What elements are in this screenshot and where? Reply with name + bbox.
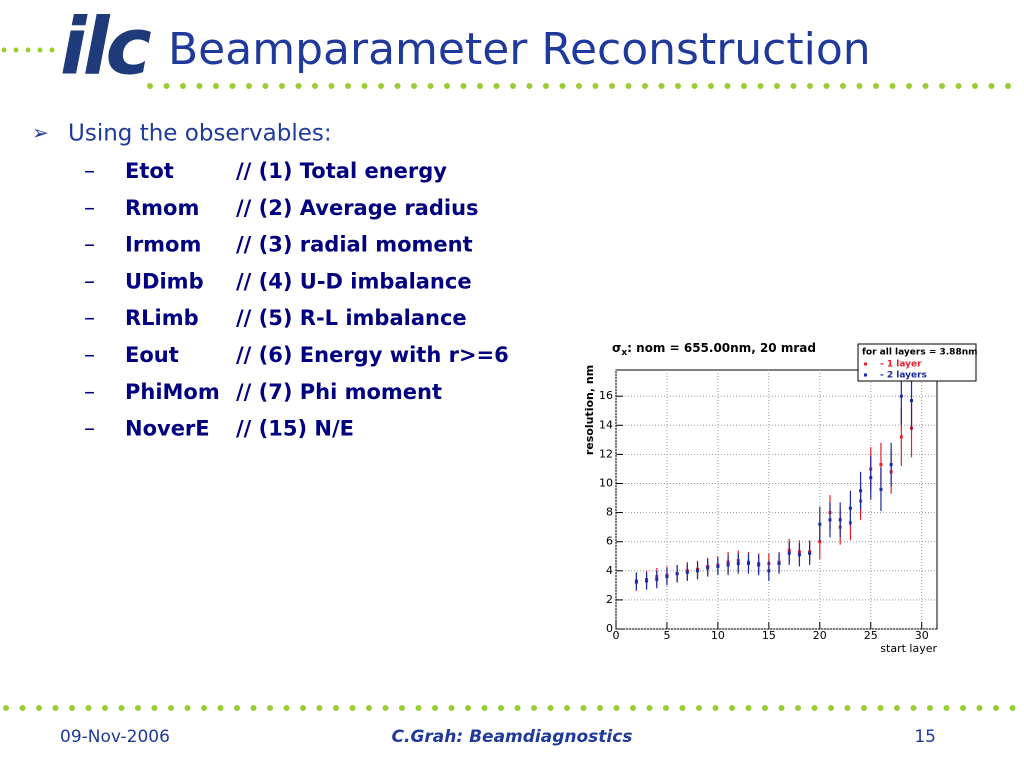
y-axis-label: resolution, nm [583,365,596,455]
point [910,399,914,403]
point [696,569,700,573]
item-name: NoverE [125,417,210,441]
point [757,563,761,567]
item-comment: // (15) N/E [236,417,354,441]
legend-label: - 2 layers [880,371,927,381]
point [665,575,669,579]
legend-title: for all layers = 3.88nm [862,348,978,358]
y-tick-label: 16 [599,389,613,402]
dash: – [84,306,95,331]
point [787,551,791,555]
x-tick-label: 5 [663,629,670,642]
point [818,522,822,526]
footer-center: C.Grah: Beamdiagnostics [392,727,633,747]
bullet: Using the observables: [68,121,332,147]
point [716,564,720,568]
dash: – [84,159,95,184]
item-name: PhiMom [125,380,220,404]
point [706,566,710,570]
item-name: Etot [125,159,174,183]
x-tick-label: 25 [864,629,878,642]
legend-box [857,343,977,382]
point [848,506,852,510]
x-tick-label: 15 [762,629,776,642]
point [746,562,750,566]
legend-swatch [864,373,867,377]
footer-page: 15 [914,727,936,747]
bullet-arrow: ➢ [32,121,49,145]
y-tick-label: 4 [606,564,613,577]
dash: – [84,269,95,294]
title-part: x [621,348,627,358]
dash: – [84,380,95,405]
legend-label: - 1 layer [880,360,922,370]
dash: – [84,417,95,442]
point [889,463,893,467]
y-tick-label: 14 [599,418,613,431]
footer-date: 09-Nov-2006 [60,727,170,747]
point [859,489,863,493]
point [736,562,740,566]
x-axis-label: start layer [880,642,937,655]
legend-swatch [864,362,867,366]
item-name: UDimb [125,269,204,293]
point [675,572,679,576]
item-comment: // (1) Total energy [236,159,447,183]
point [634,579,638,583]
logo: ilc [60,2,151,92]
chart-title: σx: nom = 655.00nm, 20 mrad [612,341,816,358]
point [828,518,832,522]
title-part: : nom = 655.00nm, 20 mrad [627,341,816,355]
point [899,435,903,439]
item-name: Irmom [125,233,201,257]
point [899,394,903,398]
item-comment: // (6) Energy with r>=6 [236,343,509,367]
item-comment: // (5) R-L imbalance [236,306,467,330]
point [767,569,771,573]
x-tick-label: 10 [711,629,725,642]
slide-title: Beamparameter Reconstruction [168,24,871,75]
item-name: RLimb [125,306,199,330]
x-tick-label: 30 [915,629,929,642]
point [797,553,801,557]
dash: – [84,343,95,368]
item-comment: // (4) U-D imbalance [236,269,472,293]
item-comment: // (3) radial moment [236,233,473,257]
y-tick-label: 2 [606,593,613,606]
point [655,578,659,582]
plot-frame [615,369,938,630]
point [645,579,649,583]
dash: – [84,196,95,221]
item-name: Rmom [125,196,199,220]
item-name: Eout [125,343,179,367]
point [777,562,781,566]
point [838,518,842,522]
point [726,563,730,567]
y-tick-label: 6 [606,535,613,548]
point [685,570,689,574]
x-tick-label: 20 [813,629,827,642]
title-part: σ [612,341,621,355]
y-tick-label: 10 [599,476,613,489]
point [879,487,883,491]
y-tick-label: 0 [606,622,613,635]
point [869,476,873,480]
x-tick-label: 0 [613,629,620,642]
y-tick-label: 12 [599,447,613,460]
point [808,551,812,555]
item-comment: // (7) Phi moment [236,380,442,404]
y-tick-label: 8 [606,506,613,519]
item-comment: // (2) Average radius [236,196,479,220]
dash: – [84,233,95,258]
point [879,463,883,467]
